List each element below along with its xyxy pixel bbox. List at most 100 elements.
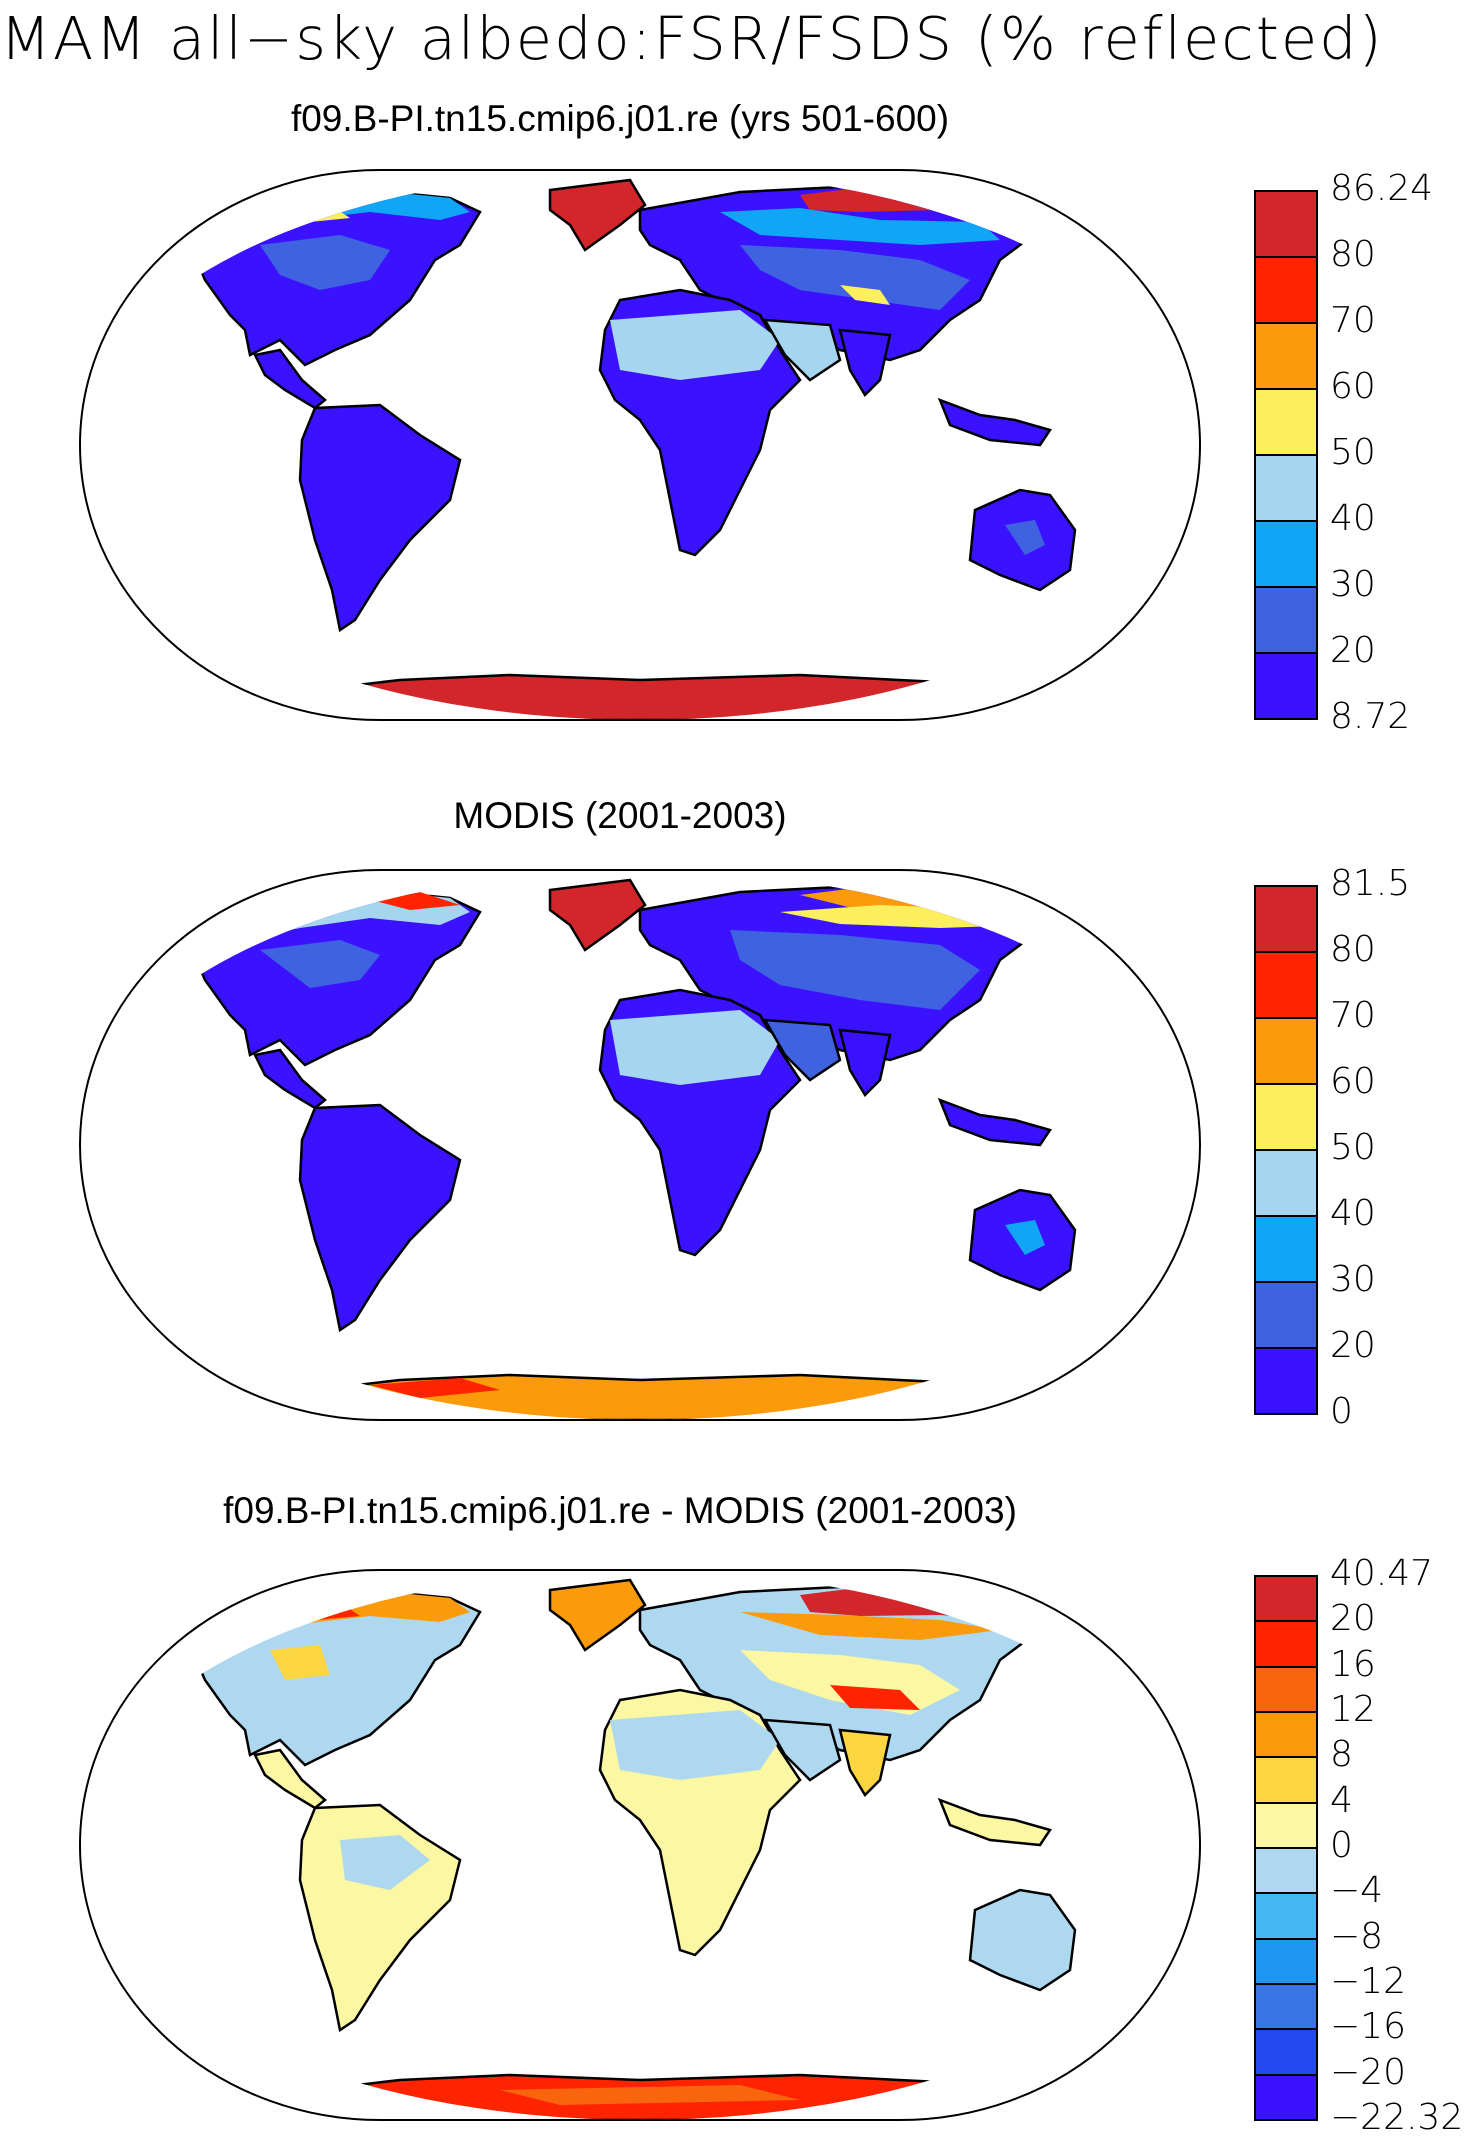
colorbar-label: 50 xyxy=(1330,432,1376,473)
colorbar-segment xyxy=(1254,1937,1318,1985)
colorbar-segment xyxy=(1254,388,1318,456)
colorbar-segment xyxy=(1254,2028,1318,2076)
colorbar-segment xyxy=(1254,256,1318,324)
colorbar-label: 16 xyxy=(1330,1643,1376,1685)
colorbar-label: 0 xyxy=(1330,1825,1353,1866)
colorbar-label: 40.47 xyxy=(1330,1553,1434,1594)
india xyxy=(838,1728,892,1798)
colorbar-segment xyxy=(1254,1983,1318,2031)
colorbar-segment xyxy=(1254,1801,1318,1849)
colorbar-label: −20 xyxy=(1330,2051,1406,2093)
arabia xyxy=(762,318,842,382)
antarctica-red xyxy=(370,1378,500,1398)
antarctica-orange xyxy=(500,2085,800,2105)
colorbar-label: −16 xyxy=(1330,2006,1406,2048)
colorbar-segment xyxy=(1254,1149,1318,1217)
colorbar-label: 50 xyxy=(1330,1127,1376,1168)
colorbar-label: 70 xyxy=(1330,300,1376,341)
colorbar-label: −22.32 xyxy=(1330,2097,1464,2138)
central-america xyxy=(253,348,327,410)
se-asia xyxy=(937,397,1052,447)
colorbar-segment xyxy=(1254,1756,1318,1804)
na-mid xyxy=(260,235,390,290)
india xyxy=(838,1028,892,1098)
colorbar-label: 30 xyxy=(1330,1259,1376,1300)
colorbar-label: −12 xyxy=(1330,1961,1406,2002)
colorbar-segment xyxy=(1254,1620,1318,1668)
colorbar-segment xyxy=(1254,885,1318,953)
colorbar-segment xyxy=(1254,520,1318,588)
colorbar-label: 40 xyxy=(1330,498,1376,539)
colorbar-segment xyxy=(1254,1083,1318,1151)
na-mid xyxy=(260,940,380,988)
south-america xyxy=(298,403,462,633)
colorbar-label: −8 xyxy=(1330,1915,1384,1957)
colorbar-label: 12 xyxy=(1330,1689,1376,1730)
colorbar-segment xyxy=(1254,586,1318,654)
colorbar-segment xyxy=(1254,1892,1318,1940)
colorbar-segment xyxy=(1254,1017,1318,1085)
greenland xyxy=(548,878,647,952)
arabia xyxy=(762,1018,842,1082)
australia-center xyxy=(1005,1220,1045,1255)
colorbar-segment xyxy=(1254,652,1318,720)
eurasia-mid xyxy=(740,245,970,310)
colorbar-label: 60 xyxy=(1330,366,1376,407)
tibet-yellow xyxy=(840,285,890,305)
colorbar-segment xyxy=(1254,1575,1318,1623)
colorbar-label: 8.72 xyxy=(1330,696,1411,737)
colorbar-label: 40 xyxy=(1330,1193,1376,1234)
colorbar-label: 20 xyxy=(1330,630,1376,671)
se-asia xyxy=(937,1097,1052,1147)
sahara xyxy=(610,310,780,380)
india xyxy=(838,328,892,398)
colorbar-label: 70 xyxy=(1330,995,1376,1036)
sahara xyxy=(610,1010,780,1085)
colorbar-label: −4 xyxy=(1330,1870,1384,1912)
panel-1-map xyxy=(79,169,1201,721)
colorbar-segment xyxy=(1254,1347,1318,1415)
greenland xyxy=(548,178,647,252)
sa-blue xyxy=(340,1835,430,1890)
eurasia-orange xyxy=(740,1612,1000,1640)
arabia xyxy=(762,1718,842,1782)
panel-3-title: f09.B-PI.tn15.cmip6.j01.re - MODIS (2001… xyxy=(223,1490,1017,1531)
colorbar-segment xyxy=(1254,2073,1318,2121)
colorbar-label: 20 xyxy=(1330,1325,1376,1366)
colorbar-segment xyxy=(1254,190,1318,258)
colorbar-label: 4 xyxy=(1330,1779,1353,1821)
panel-2-map xyxy=(79,869,1201,1421)
panel-2-title: MODIS (2001-2003) xyxy=(453,795,787,836)
colorbar-segment xyxy=(1254,322,1318,390)
colorbar-segment xyxy=(1254,1711,1318,1759)
panel-3-map xyxy=(79,1569,1201,2121)
colorbar-segment xyxy=(1254,951,1318,1019)
colorbar-label: 86.24 xyxy=(1330,168,1434,209)
central-america xyxy=(253,1748,327,1810)
colorbar-segment xyxy=(1254,1215,1318,1283)
eurasia-band xyxy=(720,208,1000,245)
central-america xyxy=(253,1048,327,1110)
na-yellow xyxy=(270,1645,330,1680)
sahara xyxy=(610,1710,780,1780)
colorbar-label: 20 xyxy=(1330,1598,1376,1640)
colorbar-segment xyxy=(1254,1281,1318,1349)
colorbar-label: 30 xyxy=(1330,564,1376,605)
tibet-red xyxy=(830,1685,920,1710)
australia xyxy=(968,1888,1077,1992)
south-america xyxy=(298,1103,462,1333)
colorbar-segment xyxy=(1254,1665,1318,1713)
greenland xyxy=(548,1578,647,1652)
colorbar-segment xyxy=(1254,454,1318,522)
australia-center xyxy=(1005,520,1045,555)
colorbar-label: 80 xyxy=(1330,929,1376,970)
se-asia xyxy=(937,1797,1052,1847)
figure-title: MAM all−sky albedo:FSR/FSDS (% reflected… xyxy=(0,4,1384,73)
colorbar-label: 0 xyxy=(1330,1391,1353,1432)
eurasia-mid xyxy=(730,930,980,1010)
colorbar-label: 60 xyxy=(1330,1061,1376,1102)
colorbar-label: 80 xyxy=(1330,234,1376,275)
colorbar-label: 8 xyxy=(1330,1734,1353,1776)
colorbar-label: 81.5 xyxy=(1330,863,1411,904)
panel-1-title: f09.B-PI.tn15.cmip6.j01.re (yrs 501-600) xyxy=(290,98,950,139)
